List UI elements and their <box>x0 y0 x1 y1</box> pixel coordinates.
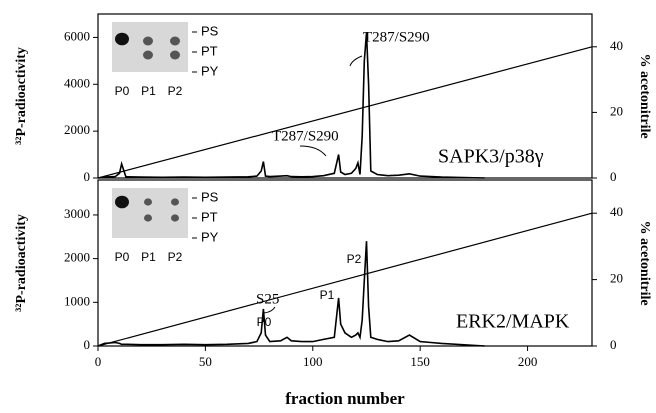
band-label: PT <box>201 209 218 224</box>
gel-image <box>112 188 188 238</box>
lane-label: P0 <box>115 250 130 264</box>
band-label: PS <box>201 189 219 204</box>
annotation: P2 <box>347 252 362 266</box>
y2-tick-label: 40 <box>610 204 623 219</box>
y-axis-label: ³²P-radioactivity <box>14 214 29 312</box>
x-axis-label: fraction number <box>285 389 405 408</box>
annotation: ERK2/MAPK <box>456 311 570 333</box>
chart: 020004000600002040³²P-radioactivity% ace… <box>0 0 656 413</box>
y2-tick-label: 0 <box>610 337 617 352</box>
y-tick-label: 4000 <box>64 75 90 90</box>
gel-spot <box>171 214 179 221</box>
x-tick-label: 0 <box>95 354 102 369</box>
y2-tick-label: 20 <box>610 271 623 286</box>
band-label: PT <box>201 43 218 58</box>
y-tick-label: 6000 <box>64 28 90 43</box>
gel-spot <box>144 198 152 205</box>
band-label: PS <box>201 23 219 38</box>
y-tick-label: 3000 <box>64 206 90 221</box>
gel-spot <box>171 198 179 205</box>
gel-spot <box>170 51 180 60</box>
x-tick-label: 100 <box>303 354 323 369</box>
y2-tick-label: 20 <box>610 103 623 118</box>
lane-label: P2 <box>168 250 183 264</box>
y-tick-label: 0 <box>84 169 91 184</box>
annotation: T287/S290 <box>272 128 339 144</box>
annotation-leader <box>350 56 362 66</box>
gel-spot <box>170 37 180 46</box>
y2-axis-label: % acetonitrile <box>637 53 652 138</box>
annotation: SAPK3/p38γ <box>438 146 544 168</box>
gel-spot <box>143 51 153 60</box>
band-label: PY <box>201 229 219 244</box>
gel-image <box>112 22 188 72</box>
x-tick-label: 150 <box>410 354 430 369</box>
annotation: S25 <box>256 291 279 307</box>
y2-axis-label: % acetonitrile <box>637 220 652 305</box>
gel-spot <box>115 33 129 46</box>
gel-spot <box>115 196 129 209</box>
annotation-leader <box>300 146 326 156</box>
y2-tick-label: 40 <box>610 38 623 53</box>
annotation: T287/S290 <box>363 29 430 45</box>
x-tick-label: 200 <box>518 354 538 369</box>
y-tick-label: 1000 <box>64 293 90 308</box>
x-tick-label: 50 <box>199 354 212 369</box>
lane-label: P1 <box>141 84 156 98</box>
annotation: P0 <box>257 315 272 329</box>
y-tick-label: 2000 <box>64 250 90 265</box>
annotation-leader <box>264 307 275 313</box>
lane-label: P1 <box>141 250 156 264</box>
band-label: PY <box>201 63 219 78</box>
annotation: P1 <box>320 288 335 302</box>
lane-label: P2 <box>168 84 183 98</box>
gel-spot <box>144 214 152 221</box>
lane-label: P0 <box>115 84 130 98</box>
y-tick-label: 0 <box>84 337 91 352</box>
y-tick-label: 2000 <box>64 122 90 137</box>
y2-tick-label: 0 <box>610 169 617 184</box>
y-axis-label: ³²P-radioactivity <box>14 47 29 145</box>
gel-spot <box>143 37 153 46</box>
